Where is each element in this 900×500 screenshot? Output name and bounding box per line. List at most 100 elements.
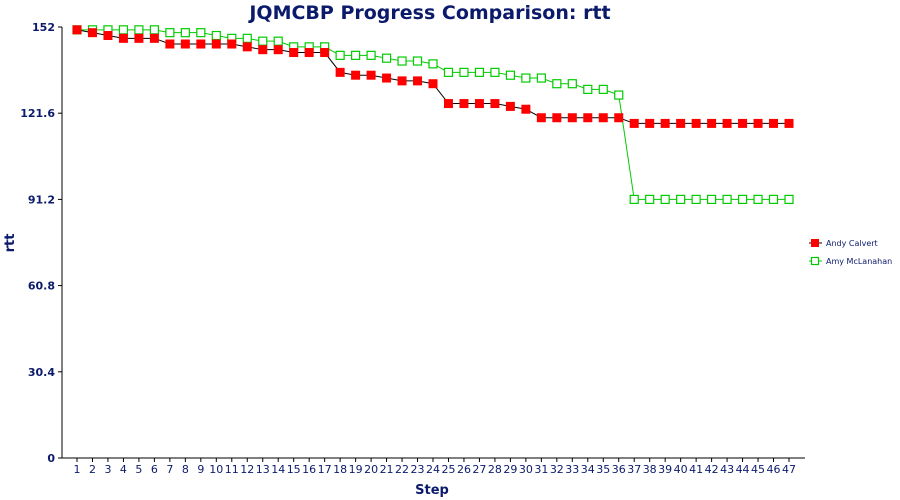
data-point xyxy=(366,70,376,80)
x-tick-label: 5 xyxy=(135,463,142,476)
data-point xyxy=(722,118,732,128)
data-point xyxy=(614,113,624,123)
data-point xyxy=(629,118,639,128)
legend-item: Amy McLanahan xyxy=(809,256,892,266)
data-point xyxy=(738,118,748,128)
data-point xyxy=(552,113,562,123)
x-axis-ticks: 1 2 3 4 5 6 7 8 9 10 11 12 13 14 15 16 17 18 19 20 21 22 23 24 2… xyxy=(74,458,796,476)
x-tick-label: 27 xyxy=(472,463,486,476)
data-point xyxy=(768,194,779,204)
data-point xyxy=(211,39,221,49)
x-tick-label: 26 xyxy=(457,463,471,476)
data-point xyxy=(614,90,624,100)
x-tick-label: 20 xyxy=(364,463,378,476)
x-tick-label: 32 xyxy=(550,463,564,476)
data-point xyxy=(149,33,159,43)
legend-label: Andy Calvert xyxy=(826,239,878,248)
legend-label: Amy McLanahan xyxy=(826,257,892,266)
data-point xyxy=(351,50,361,60)
data-point xyxy=(769,118,779,128)
data-point xyxy=(289,48,299,58)
data-point xyxy=(351,70,361,80)
data-point xyxy=(707,118,717,128)
data-point xyxy=(645,194,655,204)
data-point xyxy=(629,194,639,204)
x-tick-label: 15 xyxy=(287,463,301,476)
y-tick-label: 0 xyxy=(47,452,55,465)
data-point xyxy=(691,194,701,204)
x-tick-label: 47 xyxy=(782,463,796,476)
data-point xyxy=(722,194,732,204)
data-point xyxy=(753,194,763,204)
x-tick-label: 37 xyxy=(627,463,641,476)
data-point xyxy=(521,73,531,83)
x-tick-label: 9 xyxy=(197,463,204,476)
data-point xyxy=(320,48,330,58)
data-point xyxy=(134,33,144,43)
data-point xyxy=(428,59,438,69)
legend-item: Andy Calvert xyxy=(809,239,878,248)
data-point xyxy=(242,42,252,52)
x-tick-label: 40 xyxy=(674,463,688,476)
data-point xyxy=(583,113,593,123)
data-point xyxy=(459,99,469,109)
axes xyxy=(61,27,805,459)
data-point xyxy=(382,73,392,83)
data-point xyxy=(598,113,608,123)
data-point xyxy=(180,39,190,49)
series-group xyxy=(72,25,794,204)
x-tick-label: 13 xyxy=(256,463,270,476)
data-point xyxy=(242,33,252,43)
data-point xyxy=(536,73,546,83)
x-tick-label: 34 xyxy=(581,463,595,476)
x-tick-label: 2 xyxy=(89,463,96,476)
x-tick-label: 28 xyxy=(488,463,502,476)
data-point xyxy=(691,118,701,128)
data-point xyxy=(521,104,531,114)
y-tick-label: 91.2 xyxy=(28,193,55,206)
data-point xyxy=(753,118,763,128)
x-tick-label: 17 xyxy=(318,463,332,476)
x-tick-label: 16 xyxy=(302,463,316,476)
data-point xyxy=(567,113,577,123)
data-point xyxy=(366,50,376,60)
x-tick-label: 31 xyxy=(534,463,548,476)
x-tick-label: 25 xyxy=(441,463,455,476)
data-point xyxy=(536,113,546,123)
data-point xyxy=(397,56,407,66)
data-point xyxy=(196,39,206,49)
x-tick-label: 4 xyxy=(120,463,127,476)
x-tick-label: 39 xyxy=(658,463,672,476)
x-tick-label: 43 xyxy=(720,463,734,476)
series-1 xyxy=(72,25,794,128)
x-axis-label: Step xyxy=(415,483,449,498)
data-point xyxy=(149,25,159,35)
x-tick-label: 3 xyxy=(104,463,111,476)
data-point xyxy=(87,28,97,38)
series-line xyxy=(77,29,789,200)
data-point xyxy=(737,194,748,204)
data-point xyxy=(552,79,562,89)
data-point xyxy=(676,194,686,204)
data-point xyxy=(583,84,593,94)
y-tick-label: 60.8 xyxy=(28,280,55,293)
data-point xyxy=(335,67,345,77)
data-point xyxy=(397,76,407,86)
x-tick-label: 23 xyxy=(411,463,425,476)
data-point xyxy=(258,45,268,55)
legend-marker xyxy=(811,239,819,247)
data-point xyxy=(598,84,608,94)
data-point xyxy=(784,194,794,204)
x-tick-label: 38 xyxy=(643,463,657,476)
x-tick-label: 6 xyxy=(151,463,158,476)
data-point xyxy=(428,79,438,89)
x-tick-label: 45 xyxy=(751,463,765,476)
x-tick-label: 18 xyxy=(333,463,347,476)
x-tick-label: 41 xyxy=(689,463,703,476)
data-point xyxy=(165,28,175,38)
data-point xyxy=(335,50,345,60)
data-point xyxy=(72,25,82,35)
x-tick-label: 24 xyxy=(426,463,440,476)
legend-marker xyxy=(810,256,820,266)
data-point xyxy=(258,36,268,46)
